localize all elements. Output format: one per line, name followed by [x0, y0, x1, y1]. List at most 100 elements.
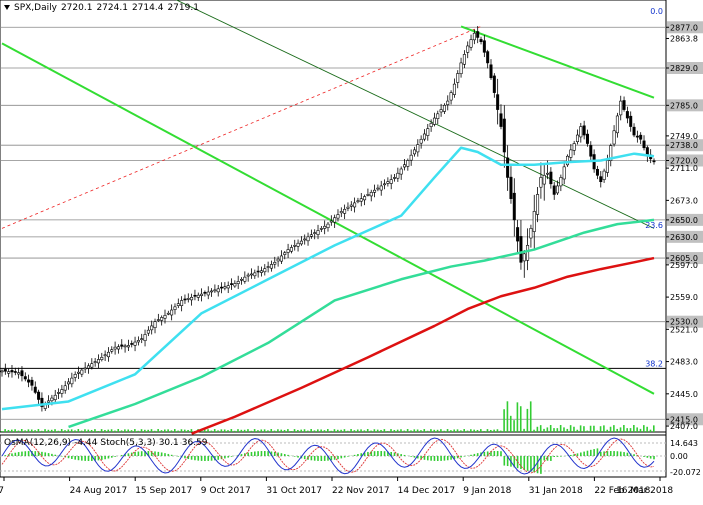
volume-bar [7, 429, 10, 432]
volume-bar [586, 430, 589, 432]
volume-bar [14, 429, 16, 432]
stoch-signal-line [1, 438, 655, 474]
candle-body [539, 177, 543, 188]
osma-label: OsMA(12,26,9) [4, 438, 72, 448]
volume-bar [453, 429, 456, 432]
price-tick-label: 2720.0 [670, 156, 698, 165]
x-tick-label: 31 Oct 2017 [266, 486, 322, 496]
candle-body [376, 187, 380, 190]
candle-body [369, 192, 373, 197]
low-value: 2714.4 [131, 3, 164, 13]
candle-body [379, 185, 383, 191]
candle-body [446, 100, 450, 105]
volume-bar [566, 428, 569, 432]
volume-bar [287, 429, 289, 432]
price-level-box [667, 230, 703, 243]
candle-body [133, 341, 137, 346]
ma-aqua-line [1, 146, 655, 411]
candle-body [0, 370, 4, 373]
candle-body [552, 185, 556, 195]
price-tick-label: 2530.0 [670, 318, 698, 327]
volume-bar [430, 429, 432, 432]
volume-bar [300, 429, 302, 432]
candle-body [502, 118, 506, 153]
osma-header: OsMA(12,26,9) -4.44 Stoch(5,3,3) 30.1 36.59 [4, 438, 211, 448]
volume-bar [320, 429, 322, 432]
candle-body [256, 270, 260, 273]
candle-body [609, 145, 613, 161]
candle-body [226, 285, 230, 289]
volume-bar [433, 429, 436, 432]
stoch-value-1: 30.1 [158, 438, 179, 448]
candle-body [652, 160, 656, 163]
candle-body [27, 379, 31, 383]
volume-bar [247, 429, 249, 432]
volume-bar [446, 429, 449, 432]
volume-bar [483, 430, 485, 432]
candle-body [506, 157, 510, 178]
volume-bar [420, 430, 422, 432]
x-tick-label: 24 Aug 2017 [70, 486, 128, 496]
candle-body [569, 149, 573, 158]
candle-body [526, 245, 530, 261]
volume-bar [47, 429, 50, 432]
candle-body [57, 392, 61, 394]
volume-bar [283, 429, 286, 432]
volume-bar [137, 430, 139, 432]
candle-body [259, 270, 263, 273]
candle-body [266, 266, 270, 268]
candle-body [306, 236, 310, 242]
candle-body [203, 292, 207, 294]
price-level-box [667, 315, 703, 328]
candle-body [416, 144, 420, 153]
volume-bar [80, 430, 83, 432]
symbol-label: SPX,Daily [14, 3, 57, 13]
volume-bar [233, 430, 236, 432]
volume-bar [124, 429, 126, 432]
candle-body [80, 369, 84, 375]
candle-body [615, 115, 619, 134]
volume-bar [649, 429, 652, 432]
volume-bar [34, 430, 36, 432]
candle-body [452, 83, 456, 95]
candle-body [326, 223, 330, 228]
volume-bar [243, 429, 246, 432]
volume-bar [380, 429, 382, 432]
volume-bar [400, 429, 402, 432]
candle-body [522, 253, 526, 262]
volume-bar [633, 425, 635, 432]
volume-bar [213, 429, 216, 432]
candle-body [86, 365, 90, 369]
price-tick-label: 2415.0 [670, 415, 698, 424]
price-level-box [667, 154, 703, 167]
dropdown-arrow-icon[interactable] [4, 5, 10, 10]
candle-body [466, 45, 470, 53]
volume-bar [523, 428, 525, 432]
candle-body [469, 39, 473, 48]
volume-bar [10, 429, 13, 432]
candle-body [47, 400, 51, 403]
candle-body [612, 130, 616, 145]
candle-body [432, 117, 436, 125]
volume-bar [639, 428, 642, 432]
volume-bar [263, 429, 266, 432]
volume-bar [499, 430, 502, 432]
volume-bar [493, 429, 495, 432]
green-channel-lower-line [1, 42, 655, 395]
candle-body [519, 236, 523, 263]
candle-body [479, 39, 483, 42]
candle-body [183, 298, 187, 301]
volume-bar [117, 429, 120, 432]
volume-bar [490, 429, 492, 432]
price-tick-label: 2749.0 [670, 132, 698, 141]
fib-label: 23.6 [645, 221, 663, 230]
volume-bar [257, 430, 259, 432]
candle-body [286, 249, 290, 253]
candle-body [3, 369, 7, 372]
volume-bar [426, 430, 429, 432]
candle-body [622, 100, 626, 110]
candle-body [143, 334, 147, 341]
candle-body [393, 177, 397, 179]
candle-body [120, 344, 124, 347]
